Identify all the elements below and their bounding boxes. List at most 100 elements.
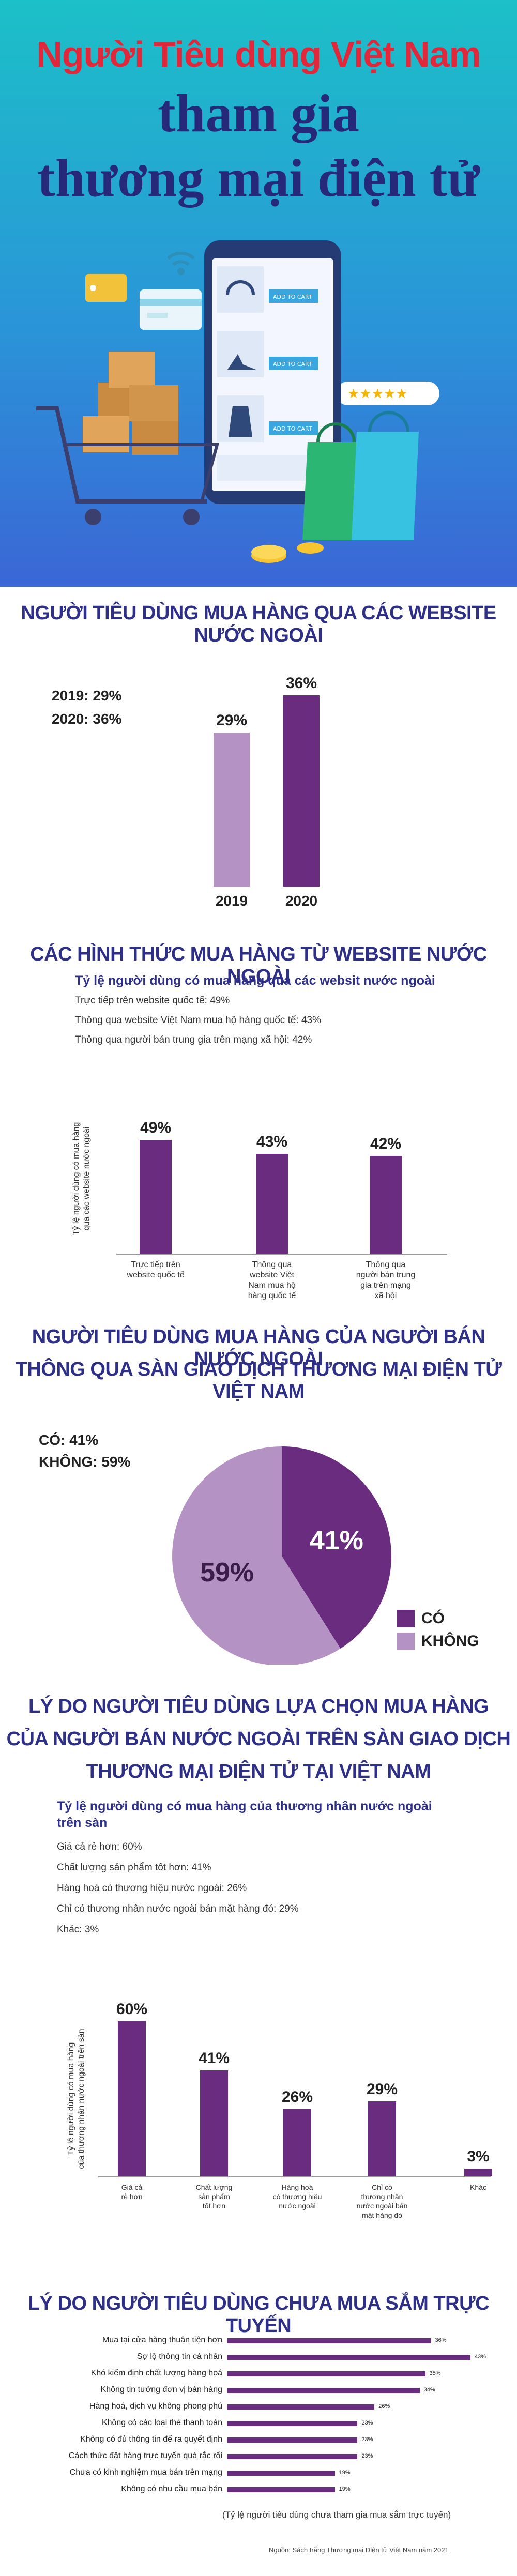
bar-category-label: Chỉ có thương nhân nước ngoài bán mặt hàng … [356,2183,408,2219]
bar-value-label: 26% [281,2089,313,2106]
bar-category-label: Hàng hoá có thương hiệu nước ngoài [272,2183,322,2210]
hbar-bar [227,2487,335,2492]
pie-summary-yes: CÓ: 41% [39,1432,99,1448]
section4-title-line3: THƯƠNG MẠI ĐIỆN TỬ TẠI VIỆT NAM [86,1761,431,1782]
bar-category-label: Trực tiếp trên website quốc tế [127,1260,185,1279]
bar-value-label: 29% [366,2081,398,2098]
bar-value-label: 3% [467,2148,490,2165]
bar-reason [368,2101,396,2176]
section5-title: LÝ DO NGƯỜI TIÊU DÙNG CHƯA MUA SẮM TRỰC … [27,2293,490,2337]
bar-category-label: 2019 [215,893,248,909]
svg-text:ADD TO CART: ADD TO CART [273,361,312,368]
legend-label: CÓ [421,1609,445,1627]
bar-reason [118,2021,146,2176]
bar-reason [283,2109,311,2176]
bar-value-label: 60% [116,2001,148,2018]
section4-title-line1: LÝ DO NGƯỜI TIÊU DÙNG LỰA CHỌN MUA HÀNG [28,1696,489,1717]
hbar-bar [227,2421,358,2426]
hbar-category-label: Chưa có kinh nghiệm mua bán trên mạng [69,2468,222,2477]
hbar-bar [227,2355,470,2360]
tag-icon [85,274,127,302]
hero-title-line1: Người Tiêu dùng Việt Nam [36,34,481,74]
pie-value-label: 41% [310,1526,363,1556]
bar-value-label: 43% [256,1133,288,1150]
section3-title-line1: NGƯỜI TIÊU DÙNG MUA HÀNG CỦA NGƯỜI BÁN N… [32,1326,485,1370]
bar-value-label: 36% [285,675,317,692]
hbar-value-label: 36% [435,2337,447,2343]
credit-card-icon [140,289,202,330]
svg-text:ADD TO CART: ADD TO CART [273,294,312,300]
hbar-category-label: Mua tại cửa hàng thuận tiện hơn [102,2336,222,2344]
section2-ylabel: Tỷ lệ người dùng có mua hàng qua các web… [72,1122,91,1236]
hbar-bar [227,2454,358,2459]
bar-reason [200,2070,228,2176]
hbar-value-label: 43% [475,2354,486,2360]
smartphone-icon: ADD TO CART ADD TO CART ADD TO CART [204,240,341,504]
section4-title-line2: CỦA NGƯỜI BÁN NƯỚC NGOÀI TRÊN SÀN GIAO D… [6,1728,511,1750]
section4-note-3: Hàng hoá có thương hiệu nước ngoài: 26% [57,1883,247,1894]
pie-value-label: 59% [200,1558,254,1588]
section4-note-2: Chất lượng sản phẩm tốt hơn: 41% [57,1862,211,1873]
hbar-category-label: Không tin tưởng đơn vị bán hàng [100,2385,222,2394]
bar-value-label: 41% [198,2050,230,2067]
hero-banner: Người Tiêu dùng Việt Nam tham gia thương… [0,0,517,587]
star-rating-icon: ★★★★★ [336,382,439,405]
hero-title-line2: tham gia [158,84,359,143]
legend-2019: 2019: 29% [52,688,122,704]
wifi-icon [166,251,195,275]
shopping-bag-icon [302,411,419,540]
hbar-category-label: Sợ lộ thông tin cá nhân [136,2352,222,2361]
hbar-bar [227,2471,335,2476]
hbar-category-label: Không có các loại thẻ thanh toán [101,2418,222,2427]
hbar-category-label: Khó kiểm định chất lượng hàng hoá [90,2369,222,2377]
hbar-category-label: Không có đủ thông tin để ra quyết định [80,2435,222,2444]
bar-reason [464,2169,492,2176]
hbar-value-label: 23% [361,2453,373,2459]
hero-title-line3: thương mại điện tử [37,148,480,208]
x-axis-line [98,2176,491,2177]
hbar-value-label: 35% [429,2370,441,2376]
svg-text:★★★★★: ★★★★★ [347,386,408,402]
bar-category-label: Khác [470,2183,486,2191]
pie-slice-khong [172,1446,341,1665]
section2-title: CÁC HÌNH THỨC MUA HÀNG TỪ WEBSITE NƯỚC N… [30,943,487,987]
legend-2020: 2020: 36% [52,711,122,727]
section5-caption: (Tỷ lệ người tiêu dùng chưa tham gia mua… [222,2510,451,2520]
coins-icon [251,542,324,563]
hbar-bar [227,2338,431,2343]
section1-title: NGƯỜI TIÊU DÙNG MUA HÀNG QUA CÁC WEBSITE… [21,602,496,646]
section2-subtitle: Tỷ lệ người dùng có mua hàng qua các web… [75,973,435,988]
bar-category-label: Giá cả rẻ hơn [121,2183,143,2201]
hbar-category-label: Hàng hoá, dịch vụ không phong phú [89,2402,222,2411]
bar-category-label: Thông qua website Việt Nam mua hộ hàng quốc… [248,1260,296,1300]
shopping-illustration: ★★★★★ ADD TO CART ADD TO CART ADD TO CAR… [36,240,439,563]
hbar-value-label: 26% [378,2403,390,2410]
section2-note-3: Thông qua người bán trung gia trên mạng … [75,1034,312,1045]
hbar-value-label: 19% [339,2470,351,2476]
hbar-bar [227,2371,425,2376]
hbar-bar [227,2388,420,2393]
bar-value-label: 29% [216,711,248,729]
bar-year-2019 [214,732,250,887]
section4-subtitle-line2: trên sàn [57,1816,108,1830]
hbar-value-label: 23% [361,2436,373,2443]
bar-method [140,1140,172,1254]
bar-category-label: Chất lượng sản phẩm tốt hơn [195,2183,233,2210]
bar-method [256,1153,288,1254]
section4-note-1: Giá cả rẻ hơn: 60% [57,1841,142,1852]
bar-method [370,1156,402,1254]
hbar-value-label: 34% [423,2387,435,2393]
bar-value-label: 49% [140,1119,172,1136]
hbar-bar [227,2404,375,2410]
pie-chart-marketplace: 41% 59% CÓ KHÔNG [172,1446,479,1665]
hbar-value-label: 23% [361,2420,373,2426]
source-note: Nguồn: Sách trắng Thương mại Điện tử Việ… [269,2546,449,2554]
section2-note-2: Thông qua website Việt Nam mua hộ hàng q… [75,1015,322,1026]
bar-category-label: 2020 [285,893,318,909]
section4-ylabel: Tỷ lệ người dùng có mua hàng của thương … [67,2029,86,2169]
hbar-value-label: 19% [339,2486,351,2492]
section4-note-4: Chỉ có thương nhân nước ngoài bán mặt hà… [57,1903,299,1914]
section2-note-1: Trực tiếp trên website quốc tế: 49% [75,995,230,1006]
bar-year-2020 [283,695,320,887]
